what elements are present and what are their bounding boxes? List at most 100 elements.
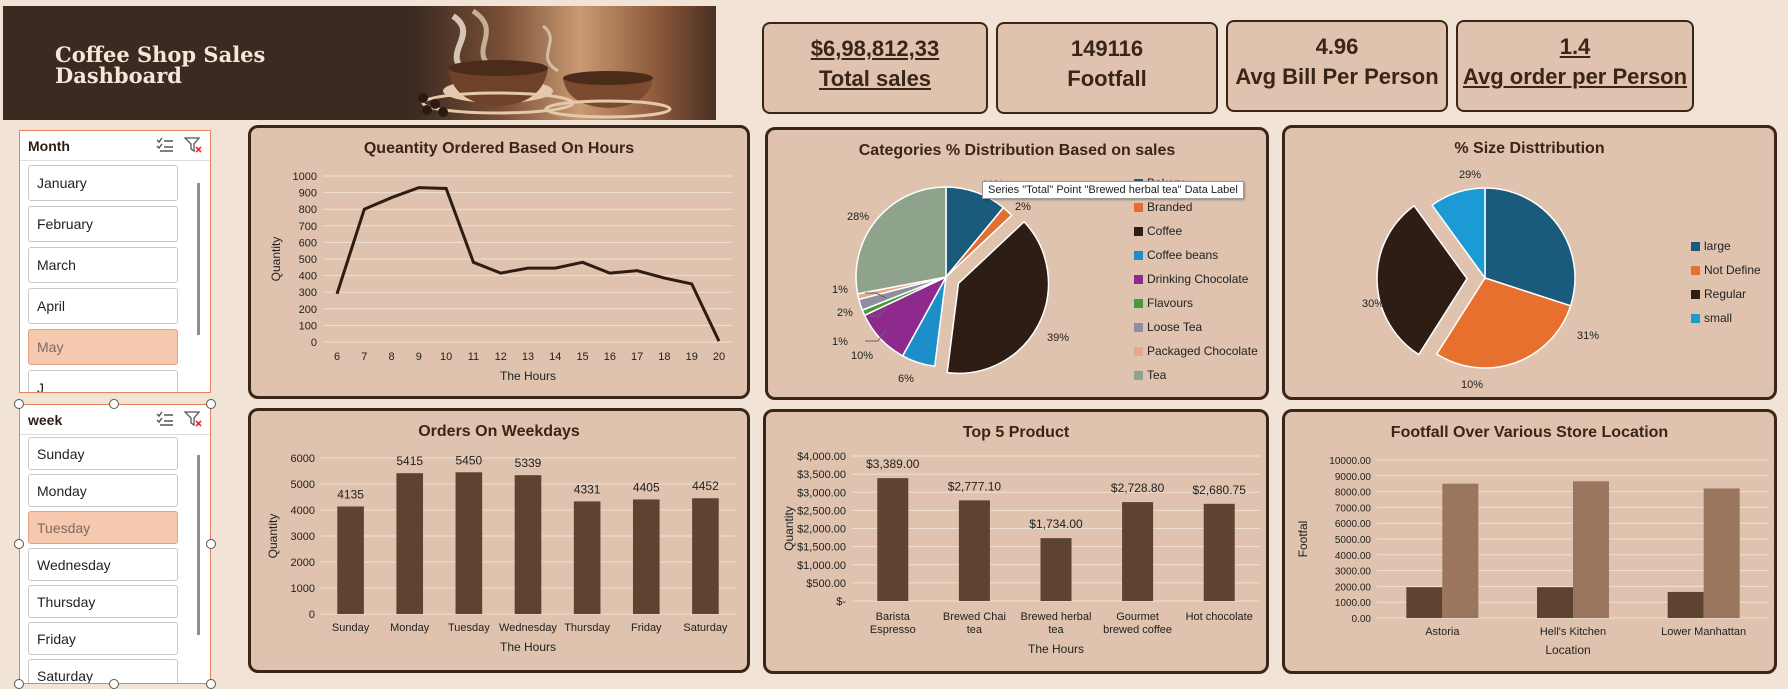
x-tick-label: brewed coffee (1103, 624, 1172, 636)
bar (1040, 538, 1072, 601)
kpi-avg-order: 1.4 Avg order per Person (1456, 20, 1694, 112)
hours-line-chart-panel[interactable]: Queantity Ordered Based On Hours 0 100 200… (248, 125, 750, 399)
clear-filter-icon[interactable] (184, 411, 202, 427)
y-tick-label: $1,000.00 (797, 560, 846, 572)
legend-label: Loose Tea (1147, 320, 1203, 334)
size-pie-chart-panel[interactable]: % Size Disttribution 30% 29% 31% 10% large N… (1282, 125, 1777, 400)
pie-slice (945, 206, 1013, 278)
clear-filter-icon[interactable] (184, 137, 202, 153)
x-tick-label: 9 (416, 351, 422, 363)
chart-title: % Size Disttribution (1454, 140, 1605, 157)
x-tick-label: Barista (876, 611, 911, 623)
x-axis-label: The Hours (500, 369, 556, 383)
legend-swatch (1134, 274, 1143, 284)
weekday-bar-chart-panel[interactable]: Orders On Weekdays 0 1000 2000 3000 4000 5000… (248, 408, 750, 673)
legend-swatch (1691, 313, 1700, 323)
data-label: 10% (851, 350, 873, 362)
resize-handle[interactable] (206, 399, 216, 409)
week-slicer-title: week (28, 411, 63, 428)
legend-item: small (1691, 306, 1761, 330)
slicer-week-wednesday[interactable]: Wednesday (28, 548, 178, 581)
slicer-month-may[interactable]: May (28, 329, 178, 365)
slicer-month-january[interactable]: January (28, 165, 178, 201)
size-legend: large Not Define Regular small (1691, 234, 1761, 330)
kpi-avg-order-label: Avg order per Person (1462, 64, 1688, 89)
y-tick-label: 400 (299, 271, 317, 283)
y-tick-label: 8000.00 (1335, 488, 1372, 499)
footfall-bar-chart-panel[interactable]: Footfall Over Various Store Location 0.0… (1282, 409, 1777, 674)
x-tick-label: Sunday (332, 622, 370, 634)
y-tick-label: 600 (299, 237, 317, 249)
multi-select-icon[interactable] (156, 137, 174, 153)
slicer-week-friday[interactable]: Friday (28, 622, 178, 655)
slicer-week-monday[interactable]: Monday (28, 474, 178, 507)
legend-swatch (1691, 265, 1700, 275)
leader-line (868, 307, 887, 317)
slicer-week-tuesday[interactable]: Tuesday (28, 511, 178, 544)
slicer-month-june[interactable]: J (28, 370, 178, 392)
legend-swatch (1134, 226, 1143, 236)
resize-handle[interactable] (14, 539, 24, 549)
legend-swatch (1134, 346, 1143, 356)
month-slicer[interactable]: Month January February March April May J (19, 130, 211, 393)
resize-handle[interactable] (14, 679, 24, 689)
x-tick-label: 7 (361, 351, 367, 363)
kpi-avg-bill-value: 4.96 (1315, 34, 1359, 59)
coffee-cups-illustration (418, 8, 672, 119)
legend-label: Coffee beans (1147, 248, 1219, 262)
y-tick-label: 500 (299, 254, 317, 266)
y-tick-label: 2000 (291, 557, 315, 569)
week-slicer[interactable]: week Sunday Monday Tuesday Wednesday Thu… (19, 404, 211, 684)
slicer-month-march[interactable]: March (28, 247, 178, 283)
week-slicer-header: week (20, 405, 210, 435)
data-label-tooltip: Series "Total" Point "Brewed herbal tea"… (982, 181, 1244, 199)
resize-handle[interactable] (206, 539, 216, 549)
resize-handle[interactable] (14, 399, 24, 409)
top-product-bar-chart: $- $500.00 $1,000.00 $1,500.00 $2,000.00 $2,5… (782, 451, 1260, 656)
chart-title: Footfall Over Various Store Location (1390, 424, 1669, 441)
slicer-week-saturday[interactable]: Saturday (28, 659, 178, 683)
bar (1537, 587, 1573, 618)
x-tick-label: 20 (713, 351, 725, 363)
resize-handle[interactable] (109, 679, 119, 689)
y-axis-label: Footfal (1296, 521, 1310, 558)
slicer-month-february[interactable]: February (28, 206, 178, 242)
legend-item: Coffee beans (1134, 243, 1258, 267)
week-slicer-scrollbar[interactable] (197, 455, 200, 635)
pie-slice (1435, 277, 1572, 369)
legend-item: Branded (1134, 195, 1258, 219)
x-tick-label: 11 (468, 351, 479, 363)
legend-swatch (1691, 241, 1700, 251)
data-label: $2,728.80 (1111, 481, 1165, 495)
data-label: $1,734.00 (1029, 517, 1083, 531)
slicer-week-sunday[interactable]: Sunday (28, 437, 178, 470)
kpi-footfall-value: 149116 (1070, 36, 1144, 61)
y-tick-label: 0 (309, 609, 315, 621)
top-product-bar-chart-panel[interactable]: Top 5 Product $- $500.00 $1,000.00 $1,500.0… (763, 409, 1269, 674)
pie-slice (1431, 187, 1486, 281)
y-axis-label: Quantity (782, 506, 796, 551)
legend-item: Tea (1134, 363, 1258, 387)
resize-handle[interactable] (109, 399, 119, 409)
categories-pie-chart-panel[interactable]: Categories % Distribution Based on sales… (765, 127, 1269, 400)
month-slicer-header: Month (20, 131, 210, 161)
x-tick-label: Saturday (683, 622, 728, 634)
legend-swatch (1134, 250, 1143, 260)
y-tick-label: $1,500.00 (797, 542, 846, 554)
legend-label: Tea (1147, 368, 1167, 382)
data-label: $2,777.10 (948, 479, 1002, 493)
slicer-week-thursday[interactable]: Thursday (28, 585, 178, 618)
bar (1667, 591, 1704, 618)
x-tick-label: Astoria (1425, 626, 1460, 638)
y-tick-label: 100 (299, 320, 317, 332)
multi-select-icon[interactable] (156, 411, 174, 427)
resize-handle[interactable] (206, 679, 216, 689)
legend-swatch (1691, 289, 1700, 299)
month-slicer-scrollbar[interactable] (197, 183, 200, 335)
data-label: 5450 (456, 453, 483, 467)
legend-label: small (1704, 311, 1733, 325)
kpi-footfall: 149116 Footfall (996, 22, 1218, 114)
slicer-month-april[interactable]: April (28, 288, 178, 324)
x-tick-label: 18 (658, 351, 670, 363)
bar (632, 499, 660, 614)
